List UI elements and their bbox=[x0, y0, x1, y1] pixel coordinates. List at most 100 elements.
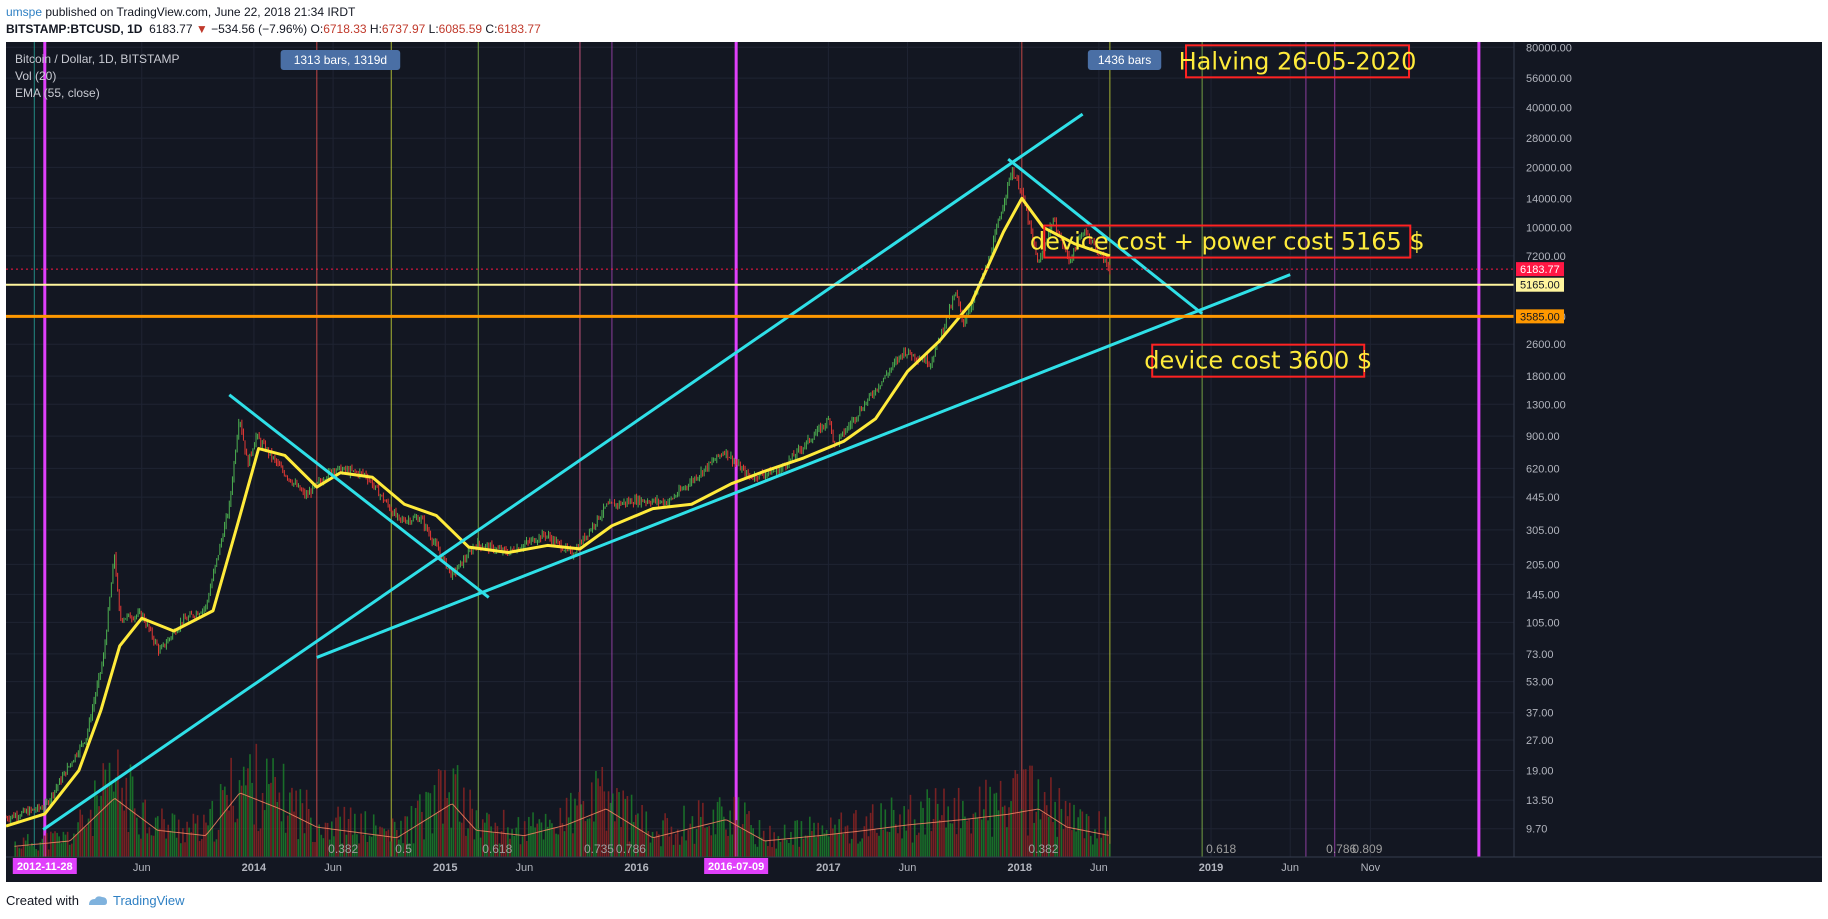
volume-bar bbox=[603, 791, 606, 857]
volume-bar bbox=[496, 826, 499, 857]
volume-bar bbox=[978, 786, 981, 857]
price-chart[interactable]: 80000.00 56000.00 40000.00 28000.00 20000.00… bbox=[6, 42, 1822, 882]
volume-bar bbox=[811, 830, 813, 857]
volume-bar bbox=[205, 822, 207, 857]
volume-bar bbox=[949, 823, 952, 857]
volume-bar bbox=[146, 833, 149, 857]
volume-bar bbox=[45, 833, 48, 857]
volume-bar bbox=[247, 768, 249, 857]
volume-bar bbox=[486, 812, 488, 857]
volume-bar bbox=[314, 842, 316, 857]
volume-bar bbox=[848, 843, 851, 857]
annotation-text: Halving 26-05-2020 bbox=[1179, 47, 1417, 75]
volume-bar bbox=[106, 783, 109, 857]
volume-bar bbox=[180, 843, 182, 857]
volume-bar bbox=[660, 846, 662, 857]
volume-bar bbox=[312, 841, 314, 857]
volume-bar bbox=[165, 838, 167, 857]
volume-bar bbox=[383, 828, 385, 857]
high-value: 6737.97 bbox=[381, 22, 426, 36]
volume-bar bbox=[448, 792, 450, 857]
volume-bar bbox=[291, 787, 293, 857]
volume-bar bbox=[144, 799, 146, 857]
price-axis-tick: 105.00 bbox=[1526, 617, 1560, 629]
fib-label: 0.786 bbox=[616, 842, 646, 856]
volume-bar bbox=[951, 823, 954, 857]
volume-bar bbox=[630, 794, 633, 857]
level-3585-badge-bg bbox=[1516, 309, 1564, 324]
volume-bar bbox=[217, 829, 220, 857]
volume-bar bbox=[270, 782, 272, 857]
volume-bar bbox=[668, 836, 671, 857]
legend-volume[interactable]: Vol (20) bbox=[15, 69, 57, 83]
volume-bar bbox=[125, 777, 128, 857]
volume-bar bbox=[855, 810, 857, 857]
chart-panel[interactable]: 80000.00 56000.00 40000.00 28000.00 20000.00… bbox=[6, 42, 1822, 882]
volume-bar bbox=[1037, 779, 1040, 857]
volume-bar bbox=[351, 834, 354, 857]
volume-bar bbox=[918, 832, 920, 857]
volume-bar bbox=[882, 829, 884, 857]
volume-bar bbox=[1056, 836, 1059, 857]
volume-bar bbox=[1016, 773, 1019, 857]
volume-bar bbox=[618, 792, 620, 857]
time-axis-tick: Jun bbox=[516, 862, 534, 874]
volume-bar bbox=[347, 818, 350, 857]
volume-bar bbox=[792, 844, 794, 857]
volume-bar bbox=[834, 824, 836, 857]
volume-bar bbox=[723, 816, 725, 857]
volume-bar bbox=[626, 796, 629, 857]
volume-bar bbox=[234, 822, 237, 857]
volume-bar bbox=[379, 826, 381, 857]
volume-bar bbox=[710, 835, 713, 857]
volume-bar bbox=[360, 813, 362, 857]
volume-bar bbox=[783, 824, 786, 857]
volume-bar bbox=[169, 830, 172, 857]
volume-bar bbox=[414, 808, 417, 857]
volume-bar bbox=[739, 828, 742, 857]
volume-bar bbox=[804, 835, 807, 857]
volume-bar bbox=[245, 785, 247, 857]
symbol-label[interactable]: BITSTAMP:BTCUSD, 1D bbox=[6, 22, 143, 36]
volume-bar bbox=[272, 758, 274, 857]
volume-bar bbox=[532, 812, 534, 857]
tradingview-link[interactable]: TradingView bbox=[87, 893, 185, 908]
volume-bar bbox=[224, 786, 226, 857]
author-link[interactable]: umspe bbox=[6, 5, 43, 19]
volume-bar bbox=[1054, 801, 1056, 857]
volume-bar bbox=[1106, 830, 1109, 857]
volume-bar bbox=[586, 818, 589, 857]
close-value: 6183.77 bbox=[497, 22, 541, 36]
volume-bar bbox=[328, 839, 331, 857]
down-arrow-icon: ▼ bbox=[195, 22, 208, 36]
volume-bar bbox=[976, 817, 979, 857]
volume-bar bbox=[576, 805, 578, 857]
volume-bar bbox=[632, 822, 635, 857]
volume-bar bbox=[821, 825, 824, 857]
volume-bar bbox=[563, 831, 566, 857]
volume-bar bbox=[637, 813, 639, 857]
volume-bar bbox=[597, 778, 599, 857]
volume-bar bbox=[938, 819, 941, 857]
volume-bar bbox=[112, 791, 115, 857]
price-axis-tick: 37.00 bbox=[1526, 708, 1554, 720]
legend-ema[interactable]: EMA (55, close) bbox=[15, 86, 100, 100]
volume-bar bbox=[911, 842, 914, 857]
time-axis-tick: 2014 bbox=[242, 862, 267, 874]
last-price-badge-bg bbox=[1516, 262, 1564, 277]
volume-bar bbox=[1094, 829, 1096, 857]
volume-bar bbox=[691, 816, 694, 857]
volume-bar bbox=[655, 831, 658, 857]
volume-bar bbox=[884, 809, 887, 857]
legend-title: Bitcoin / Dollar, 1D, BITSTAMP bbox=[15, 52, 180, 66]
volume-bar bbox=[639, 829, 641, 857]
volume-bar bbox=[488, 814, 490, 857]
volume-bar bbox=[460, 822, 463, 857]
volume-bar bbox=[800, 821, 803, 857]
price-axis-tick: 27.00 bbox=[1526, 735, 1554, 747]
time-axis-tick: 2016 bbox=[624, 862, 648, 874]
volume-bar bbox=[228, 810, 230, 857]
price-axis-tick: 10000.00 bbox=[1526, 222, 1572, 234]
volume-bar bbox=[616, 788, 618, 857]
close-label: C: bbox=[485, 22, 498, 36]
